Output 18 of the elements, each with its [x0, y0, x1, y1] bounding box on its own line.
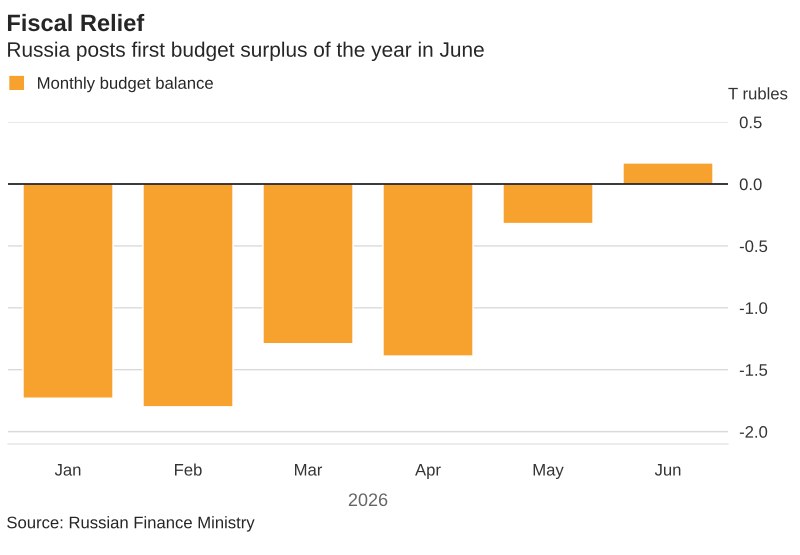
x-axis-title: 2026 [348, 493, 388, 506]
x-tick-label: Jun [654, 464, 680, 476]
x-tick-label: Jan [54, 464, 80, 476]
source-note: Source: Russian Finance Ministry [7, 516, 255, 532]
x-tick-label: Apr [415, 464, 441, 479]
y-tick-label: -0.5 [740, 240, 768, 252]
x-tick-label: May [534, 464, 564, 479]
chart-title: Fiscal Relief [8, 14, 144, 32]
x-tick-label: Feb [175, 463, 202, 476]
y-axis-title: T rubles [728, 87, 788, 100]
y-tick-label: -1.0 [740, 302, 768, 314]
y-tick-label: -2.0 [740, 426, 768, 438]
legend-label: Monthly budget balance [38, 76, 213, 92]
y-tick-label: 0.0 [740, 178, 762, 190]
y-tick-label: -1.5 [740, 364, 768, 376]
y-tick-label: 0.5 [740, 116, 762, 128]
chart-subtitle: Russia posts first budget surplus of the year in June [8, 42, 484, 62]
x-tick-label: Mar [295, 464, 322, 476]
